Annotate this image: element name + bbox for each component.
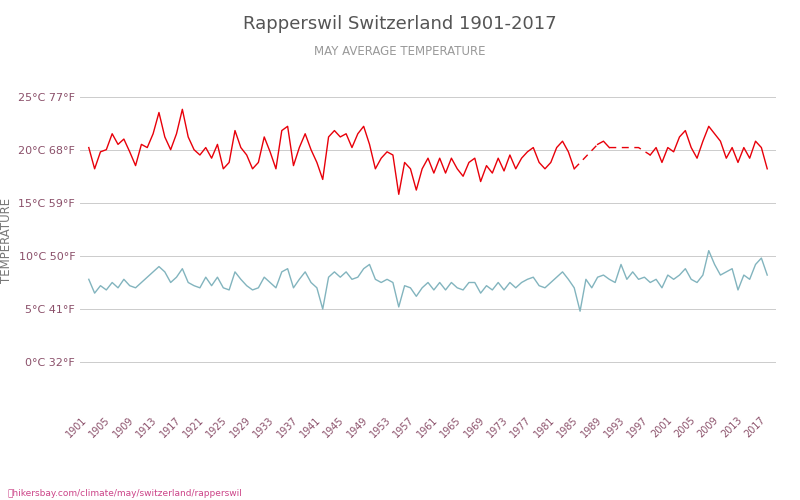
Y-axis label: TEMPERATURE: TEMPERATURE [0, 198, 13, 282]
Text: MAY AVERAGE TEMPERATURE: MAY AVERAGE TEMPERATURE [314, 45, 486, 58]
Text: Rapperswil Switzerland 1901-2017: Rapperswil Switzerland 1901-2017 [243, 15, 557, 33]
Text: 📍hikersbay.com/climate/may/switzerland/rapperswil: 📍hikersbay.com/climate/may/switzerland/r… [8, 488, 243, 498]
